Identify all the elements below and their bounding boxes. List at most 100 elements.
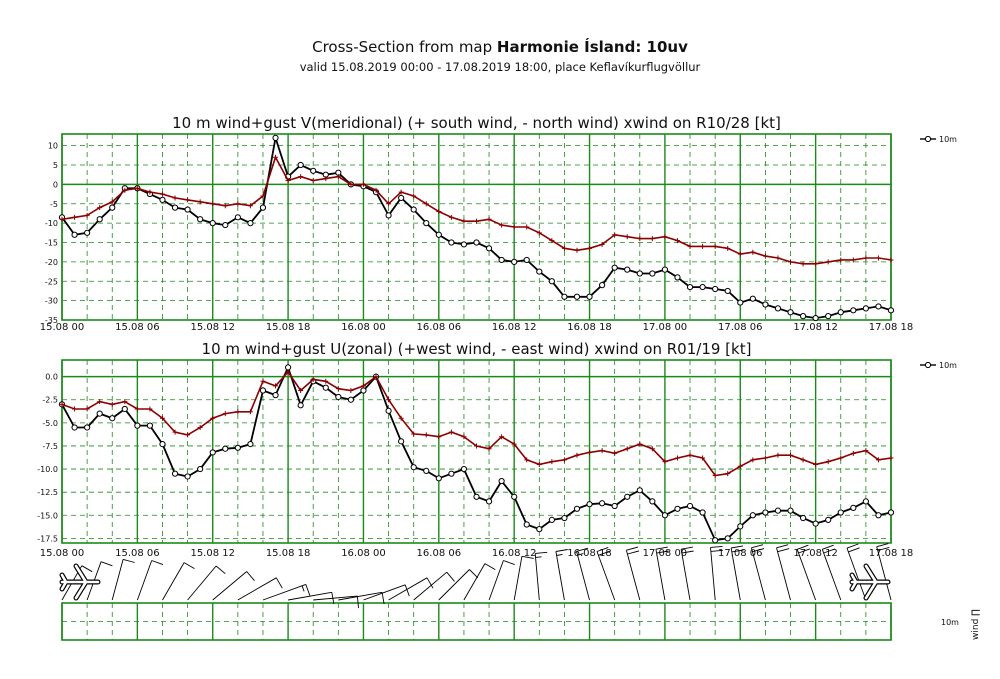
plane-icon bbox=[59, 563, 101, 601]
wind-data-point bbox=[586, 293, 593, 300]
y-tick-label: -15 bbox=[45, 239, 58, 248]
wind-barb bbox=[876, 543, 892, 601]
gust-data-point bbox=[84, 212, 90, 218]
gust-data-point bbox=[549, 238, 555, 244]
wind-data-point bbox=[548, 516, 555, 523]
wind-data-point bbox=[171, 470, 179, 477]
gust-data-point bbox=[72, 406, 78, 412]
y-tick-label: -12.5 bbox=[37, 488, 58, 497]
wind-data-point bbox=[197, 216, 204, 223]
wind-barb bbox=[846, 543, 867, 601]
gust-data-point bbox=[298, 388, 304, 393]
gust-data-point bbox=[587, 245, 593, 251]
page-title: Cross-Section from map Harmonie Ísland: … bbox=[312, 38, 688, 56]
gust-data-point bbox=[524, 457, 530, 463]
wind-barb bbox=[262, 583, 311, 601]
wind-data-point bbox=[686, 502, 694, 510]
y-tick-label: -35 bbox=[45, 316, 58, 325]
x-tick-label: 16.08 12 bbox=[492, 548, 537, 559]
wind-data-point bbox=[825, 313, 832, 320]
wind-data-point bbox=[448, 239, 455, 246]
gust-data-point bbox=[788, 259, 794, 265]
gust-data-point bbox=[700, 455, 706, 461]
wind-data-point bbox=[360, 387, 367, 394]
gust-data-point bbox=[147, 189, 153, 195]
plane-icon-fill bbox=[60, 564, 100, 600]
gust-data-point bbox=[210, 415, 216, 421]
wind-barb bbox=[463, 563, 496, 601]
wind-barb bbox=[338, 591, 385, 605]
gust-data-point bbox=[863, 255, 869, 261]
wind-data-point bbox=[887, 509, 895, 516]
gust-data-point bbox=[461, 434, 467, 440]
wind-data-point bbox=[109, 415, 116, 422]
gust-data-point bbox=[335, 386, 341, 392]
wind-data-point bbox=[423, 467, 430, 475]
x-tick-label: 16.08 06 bbox=[417, 548, 462, 559]
x-tick-label: 16.08 00 bbox=[341, 548, 386, 559]
gust-data-point bbox=[712, 473, 718, 479]
wind-data-point bbox=[197, 465, 204, 473]
wind-barb bbox=[596, 546, 616, 601]
gust-data-point bbox=[72, 214, 78, 220]
wind-data-point bbox=[749, 295, 756, 302]
gust-data-point bbox=[574, 452, 580, 458]
gust-data-point bbox=[310, 376, 316, 382]
wind-data-point bbox=[71, 231, 78, 238]
gust-data-point bbox=[222, 203, 228, 209]
x-tick-label: 17.08 06 bbox=[718, 322, 763, 333]
gust-data-point bbox=[486, 446, 492, 452]
gust-data-point bbox=[536, 230, 542, 236]
wind-data-point bbox=[611, 502, 618, 510]
gust-data-point bbox=[310, 178, 316, 183]
x-tick-label: 17.08 06 bbox=[718, 548, 763, 559]
wind-data-point bbox=[737, 299, 744, 306]
wind-data-point bbox=[611, 264, 618, 271]
wind-data-point bbox=[812, 314, 819, 322]
wind-data-point bbox=[825, 516, 832, 523]
wind-data-point bbox=[84, 424, 91, 431]
gust-data-point bbox=[499, 434, 505, 440]
gust-data-point bbox=[649, 446, 655, 452]
page-subtitle: valid 15.08.2019 00:00 - 17.08.2019 18:0… bbox=[299, 60, 701, 74]
wind-data-point bbox=[737, 523, 744, 530]
gust-data-point bbox=[511, 441, 517, 447]
gust-data-point bbox=[411, 431, 417, 437]
gust-data-point bbox=[888, 455, 894, 461]
gust-data-point bbox=[436, 209, 442, 214]
x-tick-label: 16.08 00 bbox=[341, 322, 386, 333]
gust-data-point bbox=[825, 259, 831, 265]
x-tick-label: 17.08 00 bbox=[643, 548, 688, 559]
wind-data-point bbox=[209, 449, 216, 456]
panel-title: 10 m wind+gust U(zonal) (+west wind, - e… bbox=[202, 340, 752, 358]
wind-data-point bbox=[234, 214, 241, 221]
gust-data-point bbox=[185, 197, 191, 203]
wind-barb bbox=[750, 544, 766, 601]
wind-data-point bbox=[171, 204, 179, 211]
wind-barb bbox=[237, 577, 283, 601]
wind-barb bbox=[488, 560, 515, 601]
wind-barb bbox=[313, 595, 359, 609]
wind-data-point bbox=[875, 512, 882, 519]
wind-data-point bbox=[837, 509, 844, 516]
wind-data-point bbox=[599, 500, 606, 507]
wind-data-point bbox=[96, 410, 103, 417]
gust-data-point bbox=[260, 193, 266, 199]
gust-data-point bbox=[411, 193, 417, 199]
gust-data-point bbox=[888, 257, 894, 263]
y-tick-label: 0 bbox=[53, 180, 58, 189]
wind-barb bbox=[576, 547, 590, 601]
y-tick-label: 0.0 bbox=[45, 373, 58, 382]
gust-data-point bbox=[587, 449, 593, 455]
gust-data-point bbox=[109, 401, 115, 407]
gust-data-point bbox=[662, 234, 668, 240]
wind-data-point bbox=[159, 441, 166, 448]
wind-data-point bbox=[774, 507, 782, 514]
gust-data-point bbox=[59, 216, 65, 222]
gust-data-point bbox=[235, 201, 241, 207]
wind-data-point bbox=[573, 505, 581, 512]
gust-data-point bbox=[298, 174, 304, 180]
wind-data-point bbox=[498, 477, 505, 485]
wind-data-point bbox=[636, 270, 643, 277]
wind-data-point bbox=[649, 498, 656, 505]
